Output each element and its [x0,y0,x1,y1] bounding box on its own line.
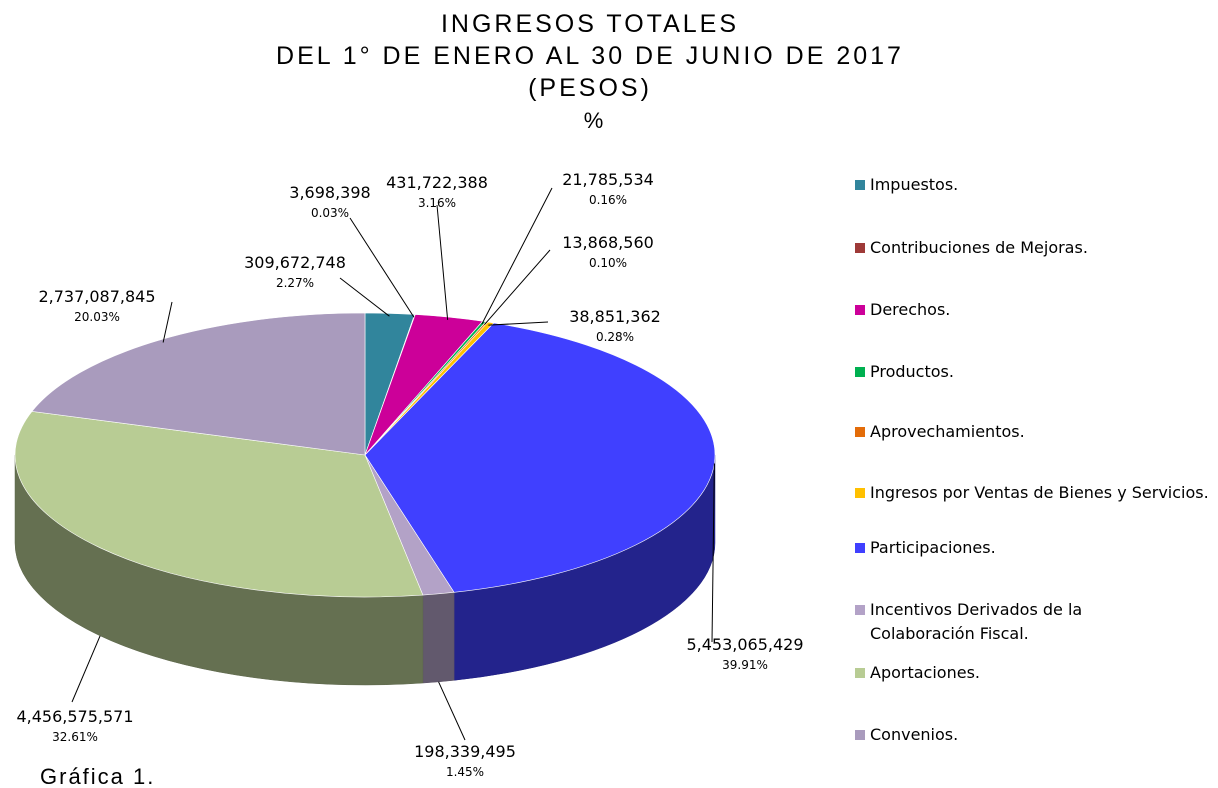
percent-label: 3.16% [418,196,456,210]
legend-label: Incentivos Derivados de la Colaboración … [870,600,1083,643]
leader-line [488,321,549,326]
legend-label: Impuestos. [870,175,959,194]
data-label: 21,785,534 [562,170,654,189]
legend-item: Participaciones. [855,536,1218,560]
chart-title: DEL 1° DE ENERO AL 30 DE JUNIO DE 2017 [276,42,904,70]
legend-label: Participaciones. [870,538,996,557]
data-label: 3,698,398 [289,183,370,202]
legend-swatch [855,543,865,553]
data-label: 13,868,560 [562,233,654,252]
data-label: 309,672,748 [244,253,346,272]
legend-swatch [855,605,865,615]
leader-line [481,187,553,325]
slice-side [422,592,455,684]
legend-swatch [855,305,865,315]
slice [14,411,424,598]
leader-line [438,681,466,741]
legend-label: Aportaciones. [870,663,980,682]
data-label: 198,339,495 [414,742,516,761]
legend-swatch [855,730,865,740]
chart-title: (PESOS) [528,74,652,102]
legend-swatch [855,488,865,498]
percent-label: 1.45% [446,765,484,779]
legend-item: Aprovechamientos. [855,420,1218,444]
legend-item: Derechos. [855,298,1218,322]
leader-line [71,635,101,703]
legend-label: Productos. [870,362,954,381]
percent-label: 0.03% [311,206,349,220]
percent-label: 0.16% [589,193,627,207]
data-label: 431,722,388 [386,173,488,192]
legend-swatch [855,367,865,377]
percent-label: 0.28% [596,330,634,344]
data-label: 4,456,575,571 [16,707,133,726]
data-label: 38,851,362 [569,307,661,326]
legend-item: Ingresos por Ventas de Bienes y Servicio… [855,481,1210,505]
legend-label: Aprovechamientos. [870,422,1025,441]
percent-label: 39.91% [722,658,768,672]
leader-line [339,277,390,317]
percent-label: 2.27% [276,276,314,290]
percent-label: 20.03% [74,310,120,324]
legend-label: Contribuciones de Mejoras. [870,238,1088,257]
legend-swatch [855,180,865,190]
leader-line [349,217,415,318]
leader-line [162,301,173,343]
slice [364,322,716,593]
legend-item: Productos. [855,360,1218,384]
percent-label: 0.10% [589,256,627,270]
legend-label: Derechos. [870,300,951,319]
legend-item: Contribuciones de Mejoras. [855,236,1218,260]
legend-swatch [855,668,865,678]
legend-item: Impuestos. [855,173,1218,197]
legend-swatch [855,243,865,253]
percent-label: 32.61% [52,730,98,744]
slice [31,312,366,456]
legend-item: Incentivos Derivados de la Colaboración … [855,598,1100,646]
data-label: 5,453,065,429 [686,635,803,654]
legend-swatch [855,427,865,437]
leader-line [711,463,715,643]
chart-title: INGRESOS TOTALES [441,10,739,38]
leader-line [484,249,551,325]
data-label: 2,737,087,845 [38,287,155,306]
chart-subtitle: % [584,108,607,133]
legend-label: Convenios. [870,725,959,744]
legend-item: Convenios. [855,723,1218,747]
caption: Gráfica 1. [40,764,155,788]
legend-label: Ingresos por Ventas de Bienes y Servicio… [870,483,1209,502]
leader-line [436,204,449,320]
legend-item: Aportaciones. [855,661,1218,685]
